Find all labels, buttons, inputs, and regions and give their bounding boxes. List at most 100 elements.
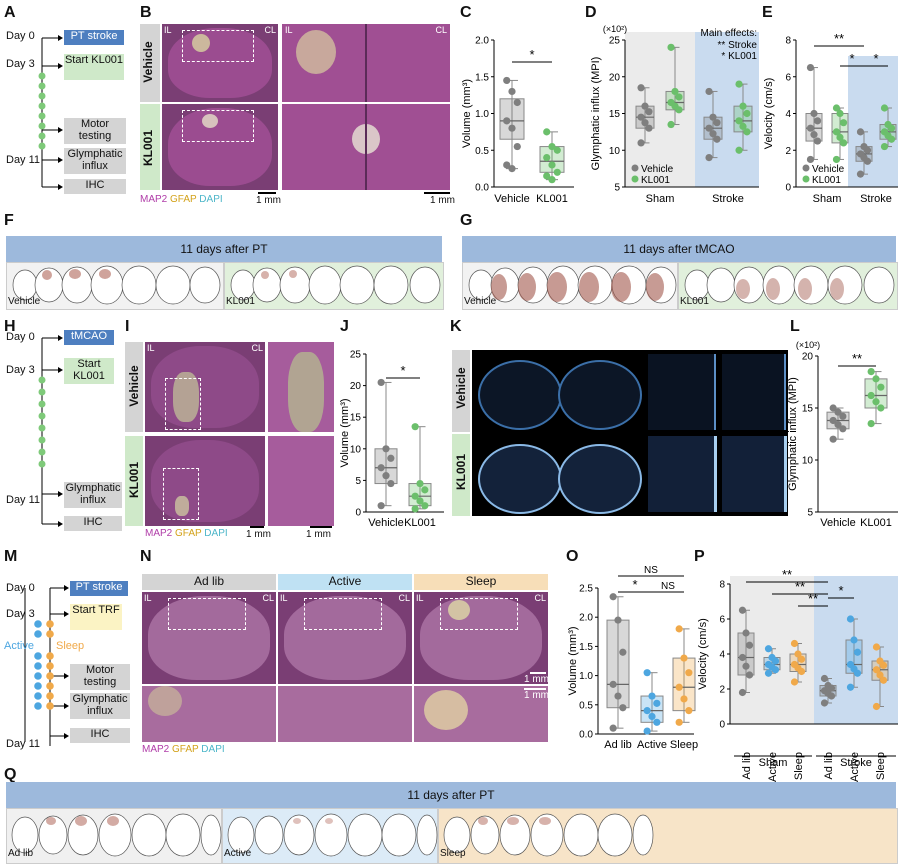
x-tick-label: Sham xyxy=(646,193,675,205)
panel-label-f: F xyxy=(4,212,14,229)
y-axis-label: Volume (mm³) xyxy=(339,398,351,467)
b-stain-dapi: DAPI xyxy=(199,194,223,205)
y-tick-label: 0.5 xyxy=(475,146,489,157)
data-point xyxy=(829,404,837,412)
data-point xyxy=(416,479,424,488)
data-point xyxy=(705,87,713,96)
legend-marker-kl001 xyxy=(802,175,810,183)
data-point xyxy=(764,669,773,677)
data-point xyxy=(887,135,896,143)
data-point xyxy=(648,692,656,700)
data-point xyxy=(790,639,799,648)
f-slices-kl001 xyxy=(224,262,444,310)
y-axis-label: Volume (mm³) xyxy=(461,79,473,148)
y-tick-label: 1.5 xyxy=(579,642,593,653)
data-point xyxy=(853,648,862,656)
i-zoom-kl001 xyxy=(268,436,334,526)
n-col-label-active: Active xyxy=(278,574,412,590)
data-point xyxy=(846,615,855,623)
y-tick-label: 8 xyxy=(785,36,791,47)
data-point xyxy=(877,383,885,391)
data-point xyxy=(771,657,780,665)
data-point xyxy=(813,117,822,125)
data-point xyxy=(836,133,844,141)
data-point xyxy=(667,43,675,51)
b-scalebar-1-label: 1 mm xyxy=(256,195,281,206)
significance-label: * xyxy=(838,583,843,598)
data-point xyxy=(503,161,511,169)
y-tick-label: 2.0 xyxy=(475,36,489,47)
k-fluorescence-panel xyxy=(472,350,788,516)
data-point xyxy=(829,435,837,443)
data-point xyxy=(680,654,688,662)
panel-label-b: B xyxy=(140,4,152,21)
data-point xyxy=(834,408,842,416)
data-point xyxy=(790,678,799,686)
y-multiplier: (×10²) xyxy=(603,24,627,34)
data-point xyxy=(739,102,747,110)
x-tick-label: Sleep xyxy=(875,752,887,780)
significance-label: * xyxy=(400,363,405,378)
data-point xyxy=(880,104,889,112)
data-point xyxy=(832,104,841,112)
data-point xyxy=(713,135,721,143)
data-point xyxy=(680,695,688,703)
annotation-title: Main effects: xyxy=(700,28,757,39)
x-tick-label: Sham xyxy=(813,193,842,205)
b-scalebar-2 xyxy=(424,192,450,194)
g-slices-vehicle xyxy=(462,262,678,310)
y-tick-label: 2 xyxy=(719,685,725,696)
k-row-label-bg-vehicle xyxy=(452,350,470,432)
data-point xyxy=(738,688,747,697)
q-label-sleep: Sleep xyxy=(440,848,466,859)
timeline-h-day11: Day 11 xyxy=(6,494,41,506)
data-point xyxy=(667,120,675,129)
b-scalebar-2-label: 1 mm xyxy=(430,195,455,206)
data-point xyxy=(806,155,815,164)
stroke-background xyxy=(848,56,898,187)
data-point xyxy=(872,375,880,383)
data-point xyxy=(548,161,556,169)
x-tick-label: Vehicle xyxy=(820,517,855,529)
data-point xyxy=(738,653,747,662)
stroke-background xyxy=(695,32,759,187)
q-label-adlib: Ad lib xyxy=(8,848,34,859)
x-tick-label: Vehicle xyxy=(368,517,403,529)
data-point xyxy=(675,93,683,101)
group-label-sham: Sham xyxy=(759,757,788,769)
x-tick-label: KL001 xyxy=(536,193,568,205)
b-zoom-vehicle: IL CL xyxy=(282,24,450,102)
timeline-m xyxy=(24,585,69,746)
timeline-h-day0: Day 0 xyxy=(6,331,35,343)
data-point xyxy=(839,425,847,433)
timeline-h-day3: Day 3 xyxy=(6,364,35,376)
data-point xyxy=(648,712,656,721)
n-scalebar-2-label: 1 mm xyxy=(524,690,549,701)
panel-label-j: J xyxy=(340,318,349,335)
data-point xyxy=(421,502,429,510)
data-point xyxy=(671,87,679,96)
y-tick-label: 1.0 xyxy=(579,671,593,682)
y-tick-label: 4 xyxy=(719,650,725,661)
data-point xyxy=(705,154,713,162)
n-stain-map2: MAP2 xyxy=(142,744,170,755)
timeline-h-box-ihc: IHC xyxy=(64,516,122,531)
i-scalebar-1-label: 1 mm xyxy=(246,529,271,540)
timeline-h-box-start: Start KL001 xyxy=(64,358,114,384)
data-point xyxy=(508,87,516,96)
panel-label-k: K xyxy=(450,318,462,335)
data-point xyxy=(645,108,653,116)
y-tick-label: 1.5 xyxy=(475,72,489,83)
data-point xyxy=(743,109,751,118)
banner-f: 11 days after PT xyxy=(6,236,442,262)
y-tick-label: 8 xyxy=(719,580,725,591)
data-point xyxy=(820,699,829,707)
data-point xyxy=(387,479,395,488)
panel-label-d: D xyxy=(585,4,597,21)
q-slices-sleep xyxy=(438,808,898,864)
b-brain-kl001 xyxy=(162,104,278,190)
x-tick-label: Active xyxy=(767,752,779,782)
data-point xyxy=(856,170,865,178)
y-tick-label: 2.0 xyxy=(579,613,593,624)
data-point xyxy=(867,391,875,400)
